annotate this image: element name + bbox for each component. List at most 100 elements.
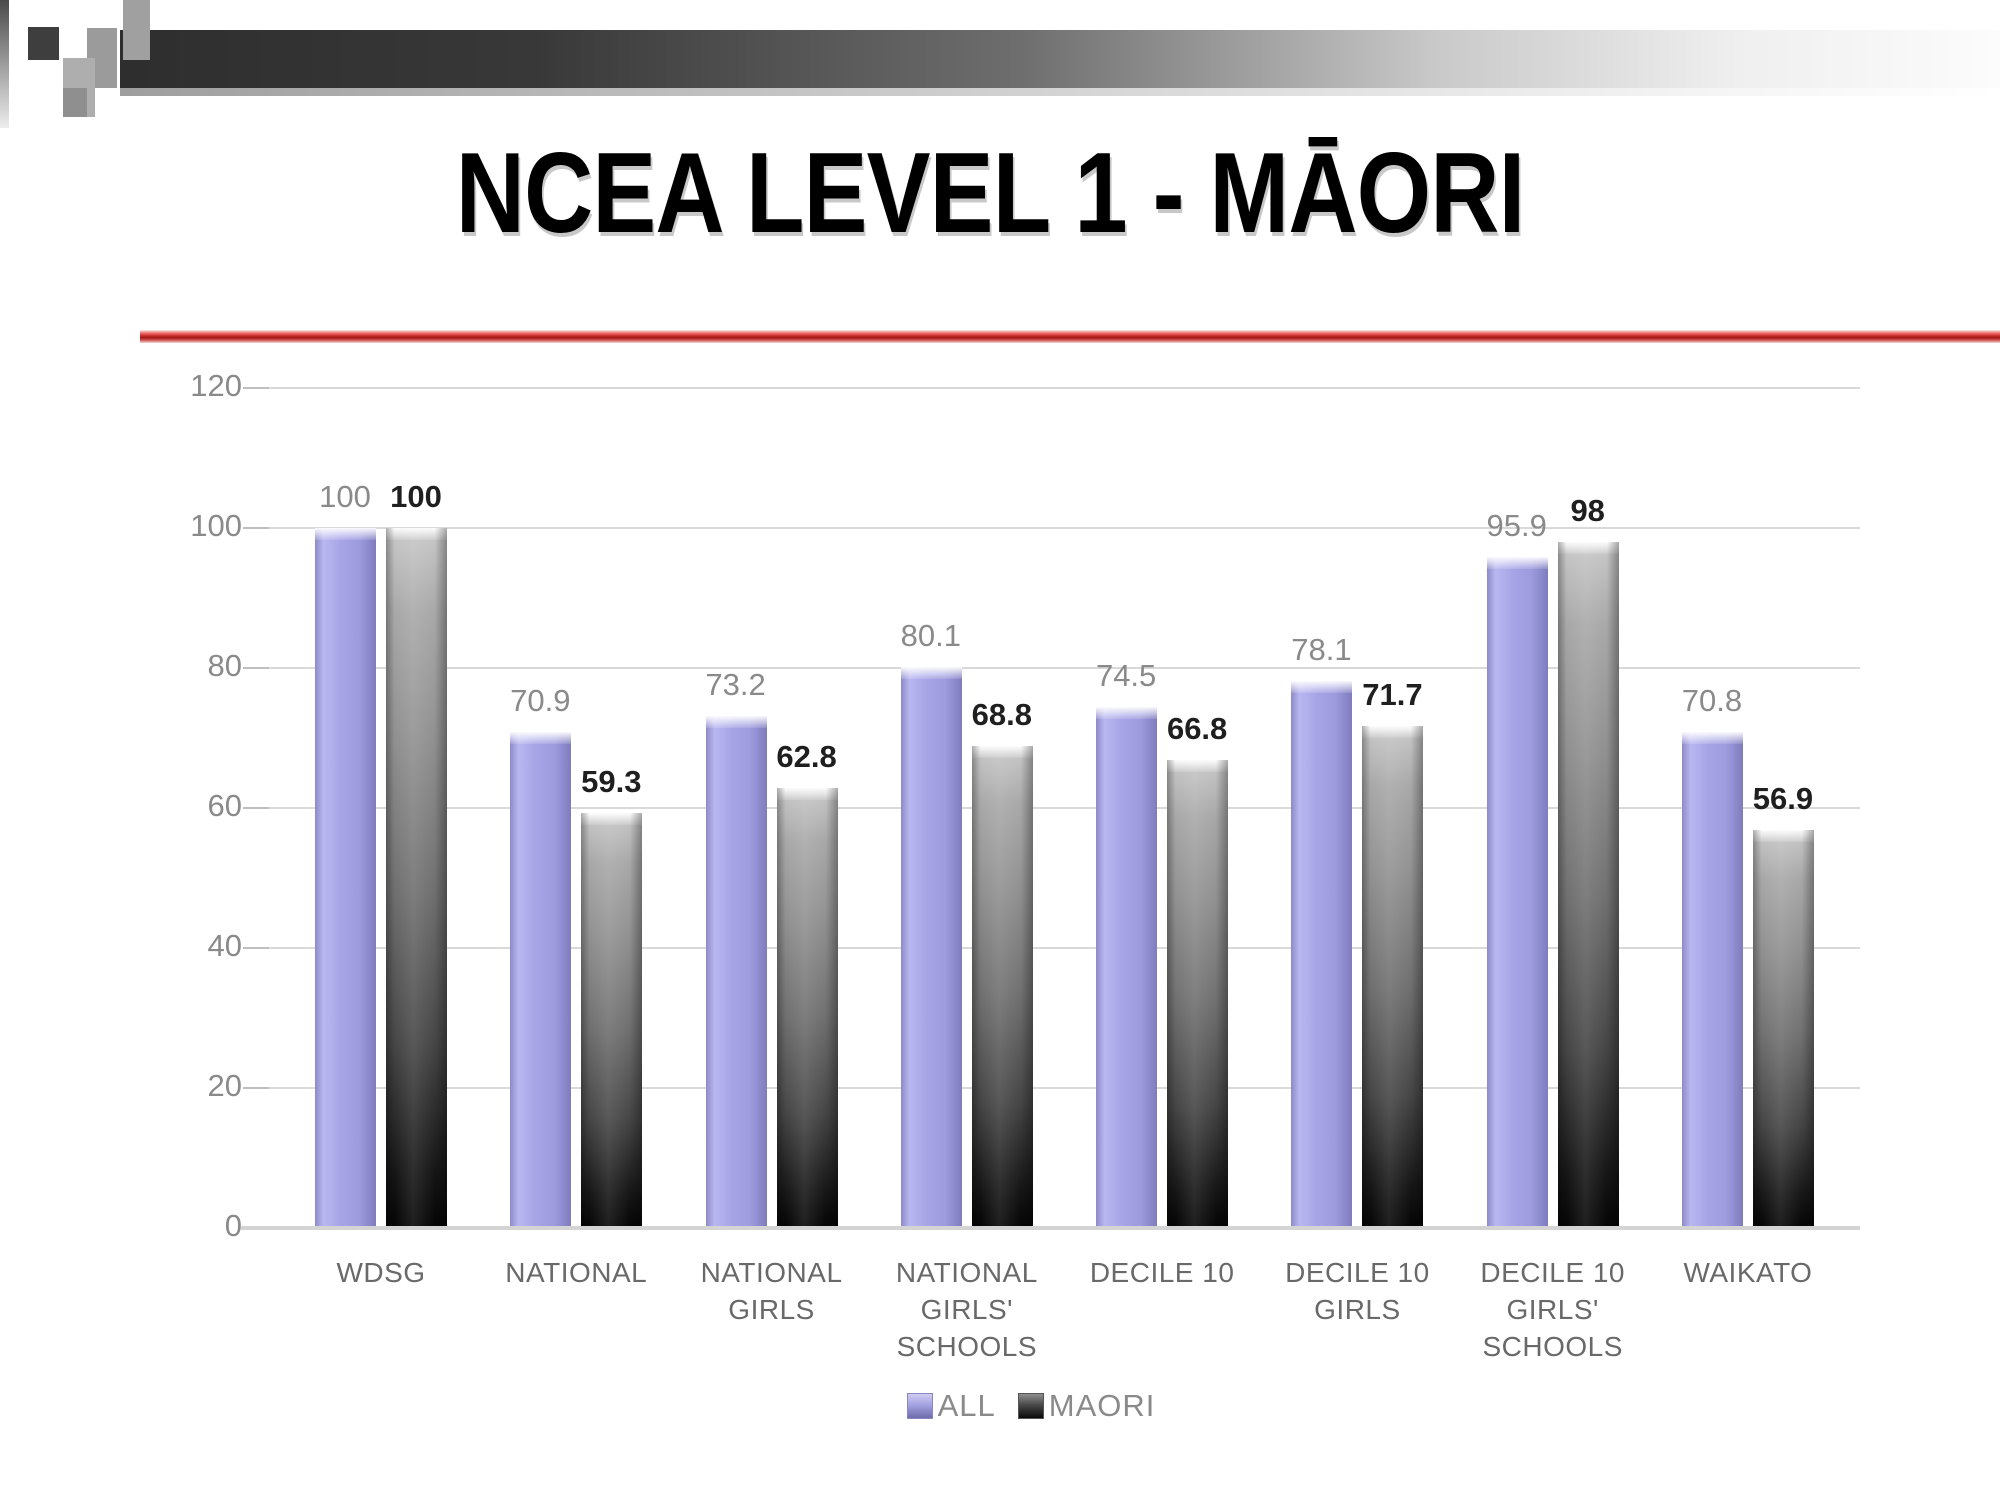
y-tick-label-20: 20: [207, 1068, 242, 1103]
category-label: DECILE 10 GIRLS' SCHOOLS: [1453, 1254, 1653, 1365]
maori-bar: [1362, 726, 1424, 1228]
data-label-maori: 62.8: [776, 739, 837, 775]
gridline-20: [243, 1087, 1860, 1089]
y-tick-mark: [243, 667, 269, 669]
all-bar: [1096, 706, 1158, 1228]
category-label-line: GIRLS: [1314, 1294, 1401, 1325]
y-tick-mark: [243, 947, 269, 949]
legend-item-maori: MAORI: [1017, 1388, 1156, 1424]
bar-wrap-all: 74.5: [1096, 658, 1158, 1228]
all-bar: [1291, 681, 1353, 1228]
y-tick-label-40: 40: [207, 928, 242, 963]
bar-wrap-all: 70.8: [1681, 683, 1743, 1228]
legend-swatch-all-icon: [906, 1393, 933, 1419]
category-label: DECILE 10: [1062, 1254, 1262, 1291]
all-bar: [1486, 556, 1548, 1228]
maori-bar: [386, 528, 447, 1228]
bar-wrap-maori: 56.9: [1753, 781, 1814, 1229]
corner-square-dark: [28, 27, 59, 60]
category-label-line: SCHOOLS: [896, 1331, 1038, 1362]
bar-wrap-all: 80.1: [900, 618, 962, 1228]
category-label-line: DECILE 10: [1480, 1257, 1625, 1288]
bar-wrap-all: 100: [315, 479, 376, 1228]
data-label-all: 73.2: [705, 666, 766, 702]
bar-group-wdsg: 100 100 WDSG: [315, 388, 447, 1288]
category-label-line: GIRLS': [920, 1294, 1014, 1325]
gridline-120: [243, 387, 1860, 389]
bar-wrap-maori: 59.3: [581, 764, 643, 1229]
data-label-all: 70.8: [1681, 683, 1743, 719]
maori-bar: [1557, 542, 1619, 1228]
y-tick-mark: [243, 387, 269, 389]
all-bar: [510, 731, 572, 1228]
category-label-line: WAIKATO: [1683, 1257, 1813, 1288]
category-label-line: NATIONAL: [700, 1257, 843, 1288]
category-label: NATIONAL GIRLS' SCHOOLS: [867, 1254, 1067, 1365]
data-label-maori: 56.9: [1752, 780, 1814, 816]
category-label: WAIKATO: [1648, 1254, 1848, 1291]
gridline-100: [243, 527, 1860, 529]
data-label-all: 95.9: [1486, 507, 1547, 543]
corner-square-top: [123, 0, 150, 60]
category-label-line: DECILE 10: [1089, 1257, 1235, 1288]
data-label-maori: 68.8: [971, 697, 1033, 733]
bar-group-waikato: 70.8 56.9 WAIKATO: [1681, 388, 1814, 1288]
maori-bar: [581, 812, 643, 1229]
category-label-line: SCHOOLS: [1482, 1331, 1623, 1362]
legend-item-all: ALL: [906, 1388, 996, 1424]
banner-underline: [120, 88, 2000, 96]
legend-label-maori: MAORI: [1048, 1388, 1156, 1423]
banner-gradient-bar: [120, 30, 2000, 88]
bar-wrap-maori: 66.8: [1167, 711, 1229, 1228]
data-label-all: 78.1: [1291, 632, 1352, 668]
y-tick-label-100: 100: [190, 508, 242, 543]
all-bar: [1681, 732, 1743, 1228]
bars-row: 100 100 WDSG 70.9 59.3 NATIONAL 73.2 62.8 NATION…: [255, 388, 1860, 1362]
maori-bar: [776, 788, 838, 1228]
bar-wrap-all: 70.9: [510, 683, 572, 1228]
bar-wrap-all: 95.9: [1486, 508, 1548, 1228]
y-tick-label-0: 0: [224, 1208, 242, 1243]
all-bar: [315, 528, 376, 1228]
bar-group-national-girls: 73.2 62.8 NATIONAL GIRLS: [701, 388, 842, 1325]
bar-wrap-maori: 68.8: [971, 697, 1033, 1228]
bar-group-decile-10: 74.5 66.8 DECILE 10: [1090, 388, 1234, 1289]
y-tick-label-60: 60: [207, 788, 242, 823]
gridline-60: [243, 807, 1860, 809]
bar-group-decile-10-girls: 78.1 71.7 DECILE 10 GIRLS: [1285, 388, 1429, 1325]
corner-strip: [0, 0, 9, 128]
category-label: DECILE 10 GIRLS: [1257, 1254, 1457, 1328]
data-label-all: 74.5: [1095, 657, 1157, 693]
maori-bar: [971, 746, 1033, 1228]
title-container: NCEA LEVEL 1 - MĀORI: [90, 128, 1890, 259]
bar-wrap-maori: 98: [1557, 493, 1619, 1228]
data-label-maori: 71.7: [1362, 677, 1423, 713]
red-divider-line: [140, 330, 2000, 343]
category-label: NATIONAL GIRLS: [672, 1254, 872, 1328]
gridline-40: [243, 947, 1860, 949]
category-label: WDSG: [281, 1254, 481, 1291]
y-tick-label-80: 80: [207, 648, 242, 683]
bar-wrap-all: 73.2: [705, 667, 767, 1228]
category-label-line: NATIONAL: [895, 1257, 1038, 1288]
all-bar: [900, 667, 962, 1228]
maori-bar: [1167, 760, 1229, 1228]
chart-legend: ALL MAORI: [0, 1388, 2000, 1424]
bar-group-national-girls-schools: 80.1 68.8 NATIONAL GIRLS' SCHOOLS: [896, 388, 1037, 1362]
bar-wrap-maori: 71.7: [1362, 677, 1424, 1228]
legend-swatch-maori-icon: [1017, 1393, 1044, 1419]
corner-square-mid-2: [63, 88, 87, 117]
data-label-all: 80.1: [900, 618, 962, 654]
y-tick-label-120: 120: [190, 368, 242, 403]
y-axis-labels: 0 20 40 60 80 100 120: [130, 368, 242, 1243]
data-label-all: 70.9: [510, 682, 571, 718]
legend-label-all: ALL: [937, 1388, 996, 1423]
x-axis-baseline: [241, 1226, 1860, 1230]
bar-wrap-maori: 62.8: [776, 739, 838, 1228]
data-label-maori: 100: [390, 479, 442, 514]
bar-group-decile-10-girls-schools: 95.9 98 DECILE 10 GIRLS' SCHOOLS: [1480, 388, 1624, 1362]
bar-wrap-all: 78.1: [1291, 632, 1353, 1228]
category-label: NATIONAL: [476, 1254, 676, 1291]
category-label-line: WDSG: [336, 1257, 426, 1288]
